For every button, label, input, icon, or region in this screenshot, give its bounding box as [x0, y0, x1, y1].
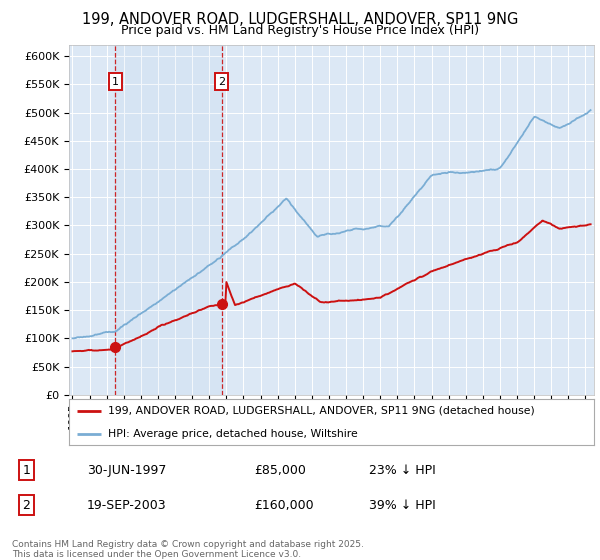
Text: 39% ↓ HPI: 39% ↓ HPI [369, 499, 436, 512]
Text: HPI: Average price, detached house, Wiltshire: HPI: Average price, detached house, Wilt… [109, 429, 358, 438]
Text: 1: 1 [112, 77, 119, 87]
Text: 2: 2 [218, 77, 225, 87]
Text: Contains HM Land Registry data © Crown copyright and database right 2025.
This d: Contains HM Land Registry data © Crown c… [12, 540, 364, 559]
Text: £160,000: £160,000 [254, 499, 314, 512]
Text: 2: 2 [22, 499, 31, 512]
Text: 199, ANDOVER ROAD, LUDGERSHALL, ANDOVER, SP11 9NG: 199, ANDOVER ROAD, LUDGERSHALL, ANDOVER,… [82, 12, 518, 27]
Text: 199, ANDOVER ROAD, LUDGERSHALL, ANDOVER, SP11 9NG (detached house): 199, ANDOVER ROAD, LUDGERSHALL, ANDOVER,… [109, 406, 535, 416]
Text: Price paid vs. HM Land Registry's House Price Index (HPI): Price paid vs. HM Land Registry's House … [121, 24, 479, 37]
Text: 19-SEP-2003: 19-SEP-2003 [87, 499, 167, 512]
Text: 30-JUN-1997: 30-JUN-1997 [87, 464, 166, 477]
Bar [115, 45, 221, 395]
Text: £85,000: £85,000 [254, 464, 306, 477]
Text: 1: 1 [22, 464, 31, 477]
Text: 23% ↓ HPI: 23% ↓ HPI [369, 464, 436, 477]
